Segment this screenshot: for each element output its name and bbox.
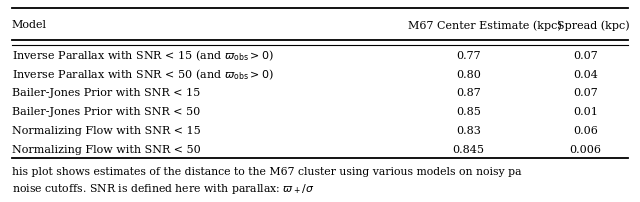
- Text: 0.83: 0.83: [456, 125, 481, 135]
- Text: Model: Model: [12, 20, 47, 30]
- Text: 0.07: 0.07: [573, 50, 598, 60]
- Text: Normalizing Flow with SNR < 50: Normalizing Flow with SNR < 50: [12, 144, 200, 154]
- Text: 0.80: 0.80: [456, 69, 481, 79]
- Text: Normalizing Flow with SNR < 15: Normalizing Flow with SNR < 15: [12, 125, 200, 135]
- Text: Spread (kpc): Spread (kpc): [557, 20, 629, 31]
- Text: his plot shows estimates of the distance to the M67 cluster using various models: his plot shows estimates of the distance…: [12, 166, 521, 176]
- Text: 0.04: 0.04: [573, 69, 598, 79]
- Text: noise cutoffs. SNR is defined here with parallax: $\varpi_+ / \sigma$: noise cutoffs. SNR is defined here with …: [12, 181, 314, 195]
- Text: 0.85: 0.85: [456, 107, 481, 117]
- Text: 0.845: 0.845: [452, 144, 484, 154]
- Text: Inverse Parallax with SNR < 15 (and $\varpi_{\mathrm{obs}} > 0$): Inverse Parallax with SNR < 15 (and $\va…: [12, 48, 273, 63]
- Text: 0.006: 0.006: [570, 144, 602, 154]
- Text: M67 Center Estimate (kpc): M67 Center Estimate (kpc): [408, 20, 561, 31]
- Text: 0.77: 0.77: [456, 50, 481, 60]
- Text: 0.06: 0.06: [573, 125, 598, 135]
- Text: Bailer-Jones Prior with SNR < 15: Bailer-Jones Prior with SNR < 15: [12, 88, 200, 98]
- Text: 0.07: 0.07: [573, 88, 598, 98]
- Text: 0.87: 0.87: [456, 88, 481, 98]
- Text: Inverse Parallax with SNR < 50 (and $\varpi_{\mathrm{obs}} > 0$): Inverse Parallax with SNR < 50 (and $\va…: [12, 67, 273, 81]
- Text: Bailer-Jones Prior with SNR < 50: Bailer-Jones Prior with SNR < 50: [12, 107, 200, 117]
- Text: 0.01: 0.01: [573, 107, 598, 117]
